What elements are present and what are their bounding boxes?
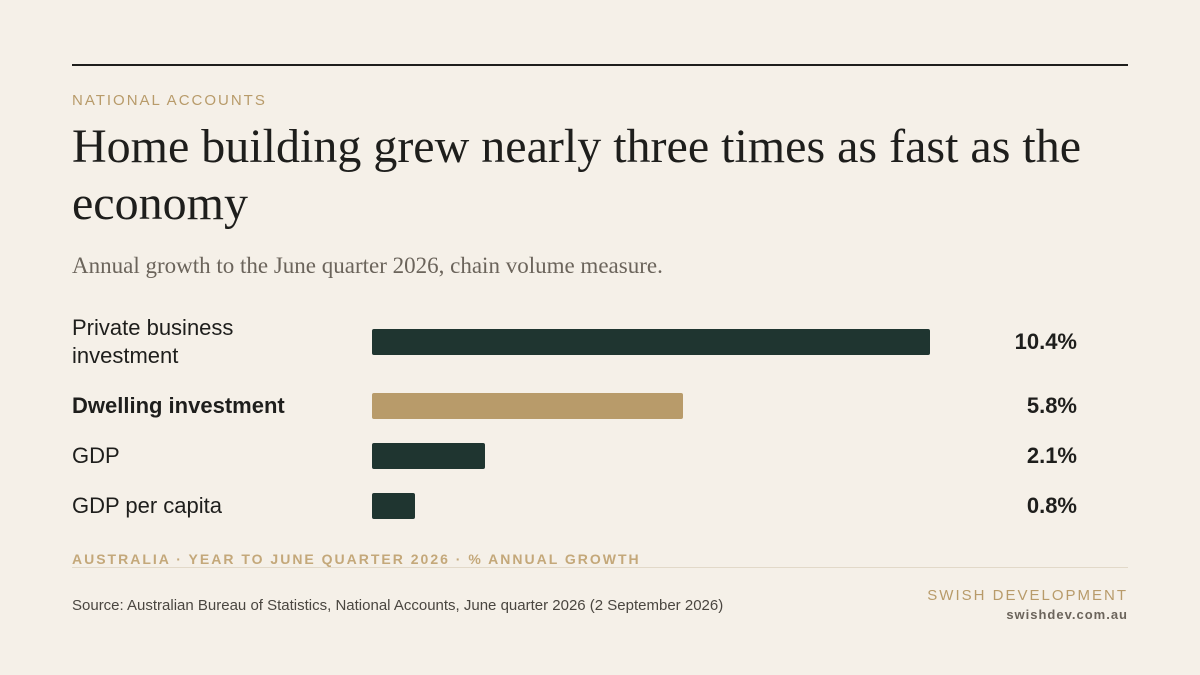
bar <box>372 443 485 469</box>
top-rule <box>72 64 1128 66</box>
bar <box>372 393 684 419</box>
chart-headline: Home building grew nearly three times as… <box>72 120 1082 230</box>
bottom-rule <box>72 567 1128 568</box>
brand-url: swishdev.com.au <box>1006 607 1128 622</box>
source-note: Source: Australian Bureau of Statistics,… <box>72 597 724 614</box>
value-label: 0.8% <box>1026 493 1077 518</box>
chart-note: AUSTRALIA · YEAR TO JUNE QUARTER 2026 · … <box>72 551 641 567</box>
category-label: Dwelling investment <box>72 393 285 418</box>
category-label: Private business investment <box>72 315 234 368</box>
value-label: 10.4% <box>1014 329 1077 354</box>
value-label: 5.8% <box>1026 393 1077 418</box>
section-kicker: NATIONAL ACCOUNTS <box>72 92 267 109</box>
category-label: GDP <box>72 443 120 468</box>
category-label: GDP per capita <box>72 493 223 518</box>
value-label: 2.1% <box>1026 443 1077 468</box>
bar <box>372 493 415 519</box>
chart-subtitle: Annual growth to the June quarter 2026, … <box>72 253 663 278</box>
brand-name: SWISH DEVELOPMENT <box>927 587 1128 604</box>
bar <box>372 329 930 355</box>
